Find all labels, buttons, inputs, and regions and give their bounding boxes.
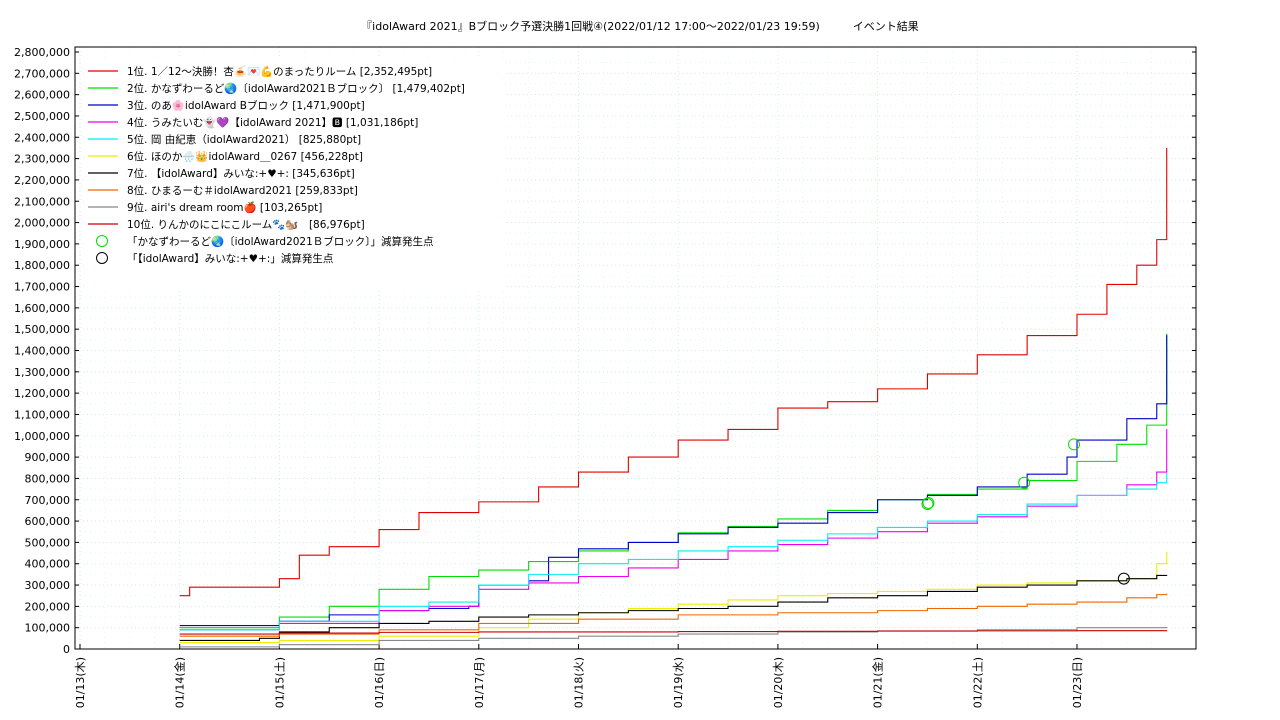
legend-marker-swatch	[96, 252, 108, 264]
marker-point-2	[1117, 572, 1130, 585]
legend-entry-10: 10位. りんかのにこにこルーム🐾🐿️ [86,976pt]	[127, 218, 365, 231]
legend-entry-7: 7位. 【idolAward】みいな:+♥+: [345,636pt]	[127, 167, 355, 180]
series-line-1	[179, 147, 1168, 597]
x-tick-label: 01/20(木)	[772, 657, 785, 708]
y-tick-label: 700,000	[25, 494, 71, 507]
series-line-7	[179, 574, 1168, 642]
legend-marker-entry-2: 「【idolAward】みいな:+♥+:」減算発生点	[127, 252, 333, 265]
x-tick-label: 01/14(金)	[173, 657, 187, 708]
y-tick-label: 1,900,000	[14, 238, 70, 251]
series-line-9	[179, 626, 1168, 648]
legend-entry-6: 6位. ほのか🌧️👑idolAward＿0267 [456,228pt]	[127, 150, 363, 163]
y-tick-label: 1,600,000	[14, 302, 70, 315]
legend-entry-5: 5位. 岡 由紀恵（idolAward2021） [825,880pt]	[127, 133, 361, 146]
x-axis: 01/13(木) 01/14(金) 01/15(土) 01/16(日) 01/17(月)…	[74, 644, 1084, 708]
legend-entry-8: 8位. ひまるーむ＃idolAward2021 [259,833pt]	[127, 184, 358, 197]
y-tick-label: 1,700,000	[14, 281, 70, 294]
x-tick-label: 01/13(木)	[74, 657, 87, 708]
series-line-2	[179, 333, 1168, 629]
legend-marker-entry-1: 「かなずわーるど🌏〔idolAward2021Ｂブロック〕」減算発生点	[127, 235, 434, 248]
legend-entry-9: 9位. airi's dream room🍎 [103,265pt]	[127, 201, 322, 214]
y-tick-label: 2,200,000	[14, 174, 70, 187]
y-tick-label: 400,000	[25, 558, 71, 571]
series-line-4	[179, 429, 1168, 631]
y-tick-label: 2,500,000	[14, 110, 70, 123]
y-tick-label: 600,000	[25, 515, 71, 528]
y-tick-label: 1,400,000	[14, 345, 70, 358]
x-tick-label: 01/21(金)	[871, 657, 885, 708]
x-tick-label: 01/23(日)	[1071, 657, 1084, 708]
series-line-6	[179, 551, 1168, 644]
legend-entry-3: 3位. のあ🌸idolAward Bブロック [1,471,900pt]	[127, 99, 365, 112]
y-tick-label: 2,400,000	[14, 131, 70, 144]
x-tick-label: 01/18(火)	[573, 657, 586, 708]
legend: 1位. 1／12～決勝！杏🍝💌💪のまったりルーム [2,352,495pt] 2位…	[88, 65, 465, 265]
marker-point-1	[921, 498, 934, 511]
y-axis: 0 100,000 200,000 300,000 400,000 500,000 600,…	[14, 46, 1196, 656]
x-tick-label: 01/19(水)	[672, 657, 685, 708]
legend-entry-2: 2位. かなずわーるど🌏〔idolAward2021Ｂブロック〕 [1,479,…	[127, 82, 465, 95]
series-line-5	[179, 472, 1168, 631]
series-line-10	[179, 630, 1168, 635]
y-tick-label: 1,300,000	[14, 366, 70, 379]
y-tick-label: 800,000	[25, 472, 71, 485]
x-tick-label: 01/17(月)	[473, 657, 486, 708]
marker-point-1	[1068, 438, 1081, 451]
y-tick-label: 1,800,000	[14, 259, 70, 272]
y-tick-label: 1,100,000	[14, 408, 70, 421]
y-tick-label: 2,300,000	[14, 153, 70, 166]
x-tick-label: 01/22(土)	[971, 657, 984, 708]
y-tick-label: 200,000	[25, 600, 71, 613]
markers-group	[921, 438, 1130, 585]
y-tick-label: 1,500,000	[14, 323, 70, 336]
y-tick-label: 2,100,000	[14, 195, 70, 208]
series-group	[179, 147, 1168, 648]
y-tick-label: 2,800,000	[14, 46, 70, 59]
marker-point-1	[1018, 476, 1031, 489]
y-tick-label: 1,200,000	[14, 387, 70, 400]
marker-point-1	[922, 496, 935, 509]
y-tick-label: 900,000	[25, 451, 71, 464]
legend-entry-4: 4位. うみたいむ👻💜【idolAward 2021】🅱 [1,031,186p…	[127, 116, 418, 129]
y-tick-label: 300,000	[25, 579, 71, 592]
y-tick-label: 500,000	[25, 536, 71, 549]
x-tick-label: 01/15(土)	[273, 657, 286, 708]
series-line-8	[179, 593, 1168, 637]
plot-frame	[74, 46, 1197, 650]
y-tick-label: 2,000,000	[14, 217, 70, 230]
legend-marker-swatch	[96, 235, 108, 247]
y-tick-label: 1,000,000	[14, 430, 70, 443]
y-tick-label: 100,000	[25, 622, 71, 635]
y-tick-label: 0	[63, 643, 70, 656]
x-tick-label: 01/16(日)	[373, 657, 386, 708]
legend-box	[85, 58, 505, 291]
y-tick-label: 2,700,000	[14, 67, 70, 80]
legend-entry-1: 1位. 1／12～決勝！杏🍝💌💪のまったりルーム [2,352,495pt]	[127, 65, 432, 78]
y-tick-label: 2,600,000	[14, 89, 70, 102]
chart-title: 『idolAward 2021』Bブロック予選決勝1回戦④(2022/01/12…	[361, 19, 919, 33]
